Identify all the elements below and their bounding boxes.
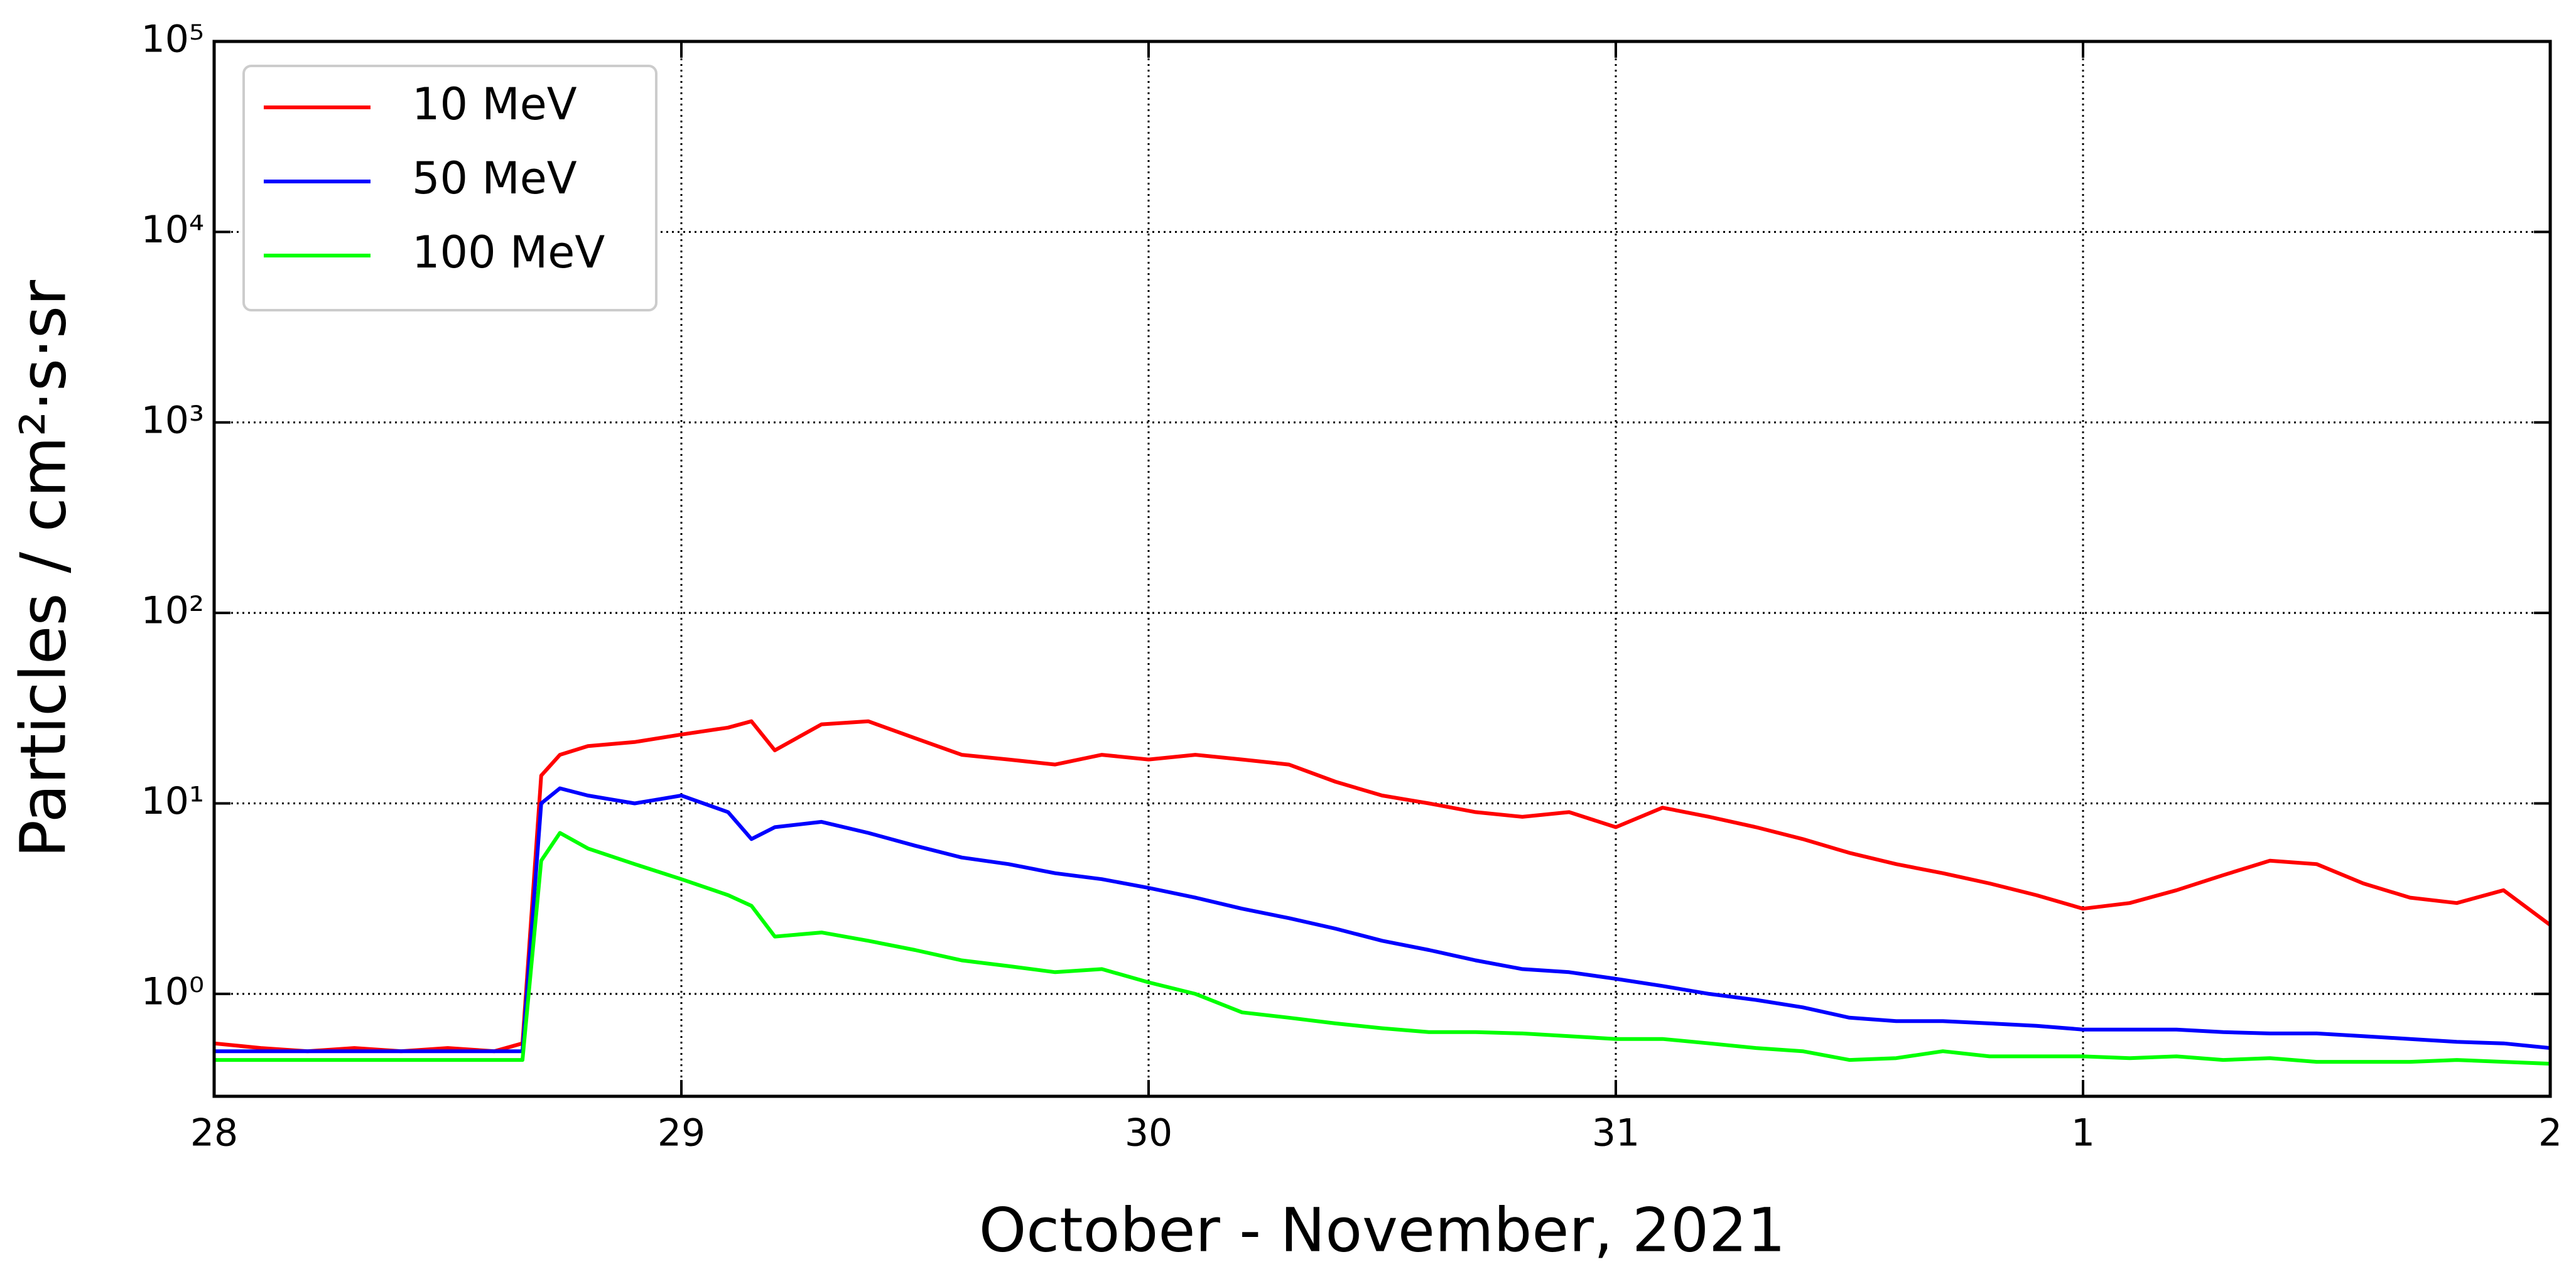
x-axis-label: October - November, 2021 (979, 1195, 1786, 1265)
plot-frame (212, 40, 2552, 1098)
y-axis-label: Particles / cm²·s·sr (6, 279, 80, 858)
legend-label: 100 MeV (412, 227, 605, 278)
legend-label: 50 MeV (412, 153, 577, 204)
x-tick-label: 31 (1592, 1111, 1640, 1155)
legend-box (242, 65, 658, 311)
series-line (214, 831, 2550, 1066)
y-tick-label: 10³ (141, 398, 204, 442)
x-tick-label: 2 (2538, 1111, 2562, 1155)
legend-label: 10 MeV (412, 78, 577, 130)
x-tick-label: 28 (190, 1111, 238, 1155)
y-tick-label: 10⁰ (141, 969, 204, 1013)
x-tick-label: 29 (658, 1111, 705, 1155)
series-line (214, 719, 2550, 1054)
x-tick-label: 30 (1125, 1111, 1172, 1155)
y-tick-label: 10¹ (141, 779, 204, 823)
y-tick-label: 10⁵ (141, 18, 204, 62)
series-line (214, 786, 2550, 1054)
y-tick-label: 10⁴ (141, 208, 204, 252)
y-tick-label: 10² (141, 589, 204, 633)
x-tick-label: 1 (2071, 1111, 2095, 1155)
